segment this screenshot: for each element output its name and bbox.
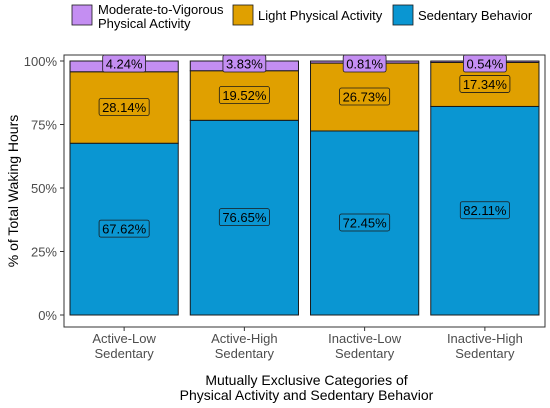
- x-axis-title-line: Physical Activity and Sedentary Behavior: [180, 387, 434, 403]
- legend-swatch: [232, 4, 254, 26]
- data-label-box: [339, 213, 391, 232]
- data-label: 26.73%: [343, 90, 388, 105]
- data-label: 82.11%: [463, 203, 507, 218]
- x-tick-label: Sedentary: [335, 346, 395, 361]
- data-label: 4.24%: [106, 57, 143, 72]
- y-tick-label: 0%: [38, 308, 57, 323]
- data-label: 67.62%: [102, 222, 147, 237]
- legend-swatch: [71, 4, 93, 26]
- y-axis-title: % of Total Waking Hours: [5, 115, 21, 268]
- data-label-box: [218, 86, 270, 104]
- legend-label: Physical Activity: [98, 16, 191, 31]
- legend-swatch: [392, 4, 414, 26]
- bars: 67.62% 28.14% 4.24% 76.65% 19.52% 3.83% 72.45%…: [69, 54, 540, 316]
- data-label-box: [459, 201, 510, 220]
- y-axis: 0% 25% 50% 75% 100%: [24, 54, 64, 323]
- y-tick-label: 100%: [24, 54, 58, 69]
- y-tick-label: 25%: [31, 245, 57, 260]
- data-label: 0.81%: [346, 57, 383, 72]
- data-label: 0.54%: [466, 57, 503, 72]
- legend-label: Light Physical Activity: [258, 8, 383, 23]
- x-tick-label: Inactive-Low: [328, 331, 402, 346]
- data-label-box: [218, 208, 270, 227]
- data-label-box: [98, 219, 150, 238]
- data-label: 28.14%: [102, 100, 147, 115]
- x-tick-label: Inactive-High: [447, 331, 523, 346]
- data-label: 72.45%: [343, 215, 388, 230]
- x-tick-label: Active-Low: [92, 331, 156, 346]
- data-label-box: [459, 75, 511, 93]
- plot-panel-border: [63, 54, 546, 328]
- legend-label: Sedentary Behavior: [418, 8, 533, 23]
- y-tick-label: 75%: [31, 118, 57, 133]
- data-label: 19.52%: [222, 88, 267, 103]
- data-label: 3.83%: [226, 57, 263, 72]
- x-tick-label: Sedentary: [215, 346, 275, 361]
- data-label: 17.34%: [463, 77, 508, 92]
- x-tick-label: Sedentary: [94, 346, 154, 361]
- x-tick-label: Sedentary: [455, 346, 515, 361]
- legend-label: Moderate-to-Vigorous: [98, 2, 224, 17]
- x-tick-label: Active-High: [211, 331, 277, 346]
- data-label-box: [339, 87, 391, 106]
- data-label: 76.65%: [222, 210, 267, 225]
- x-axis-title-line: Mutually Exclusive Categories of: [205, 372, 407, 388]
- x-axis-title: Mutually Exclusive Categories ofPhysical…: [180, 372, 434, 403]
- y-tick-label: 50%: [31, 181, 57, 196]
- data-label-box: [98, 98, 150, 116]
- x-axis: Active-LowSedentaryActive-HighSedentaryI…: [92, 327, 523, 361]
